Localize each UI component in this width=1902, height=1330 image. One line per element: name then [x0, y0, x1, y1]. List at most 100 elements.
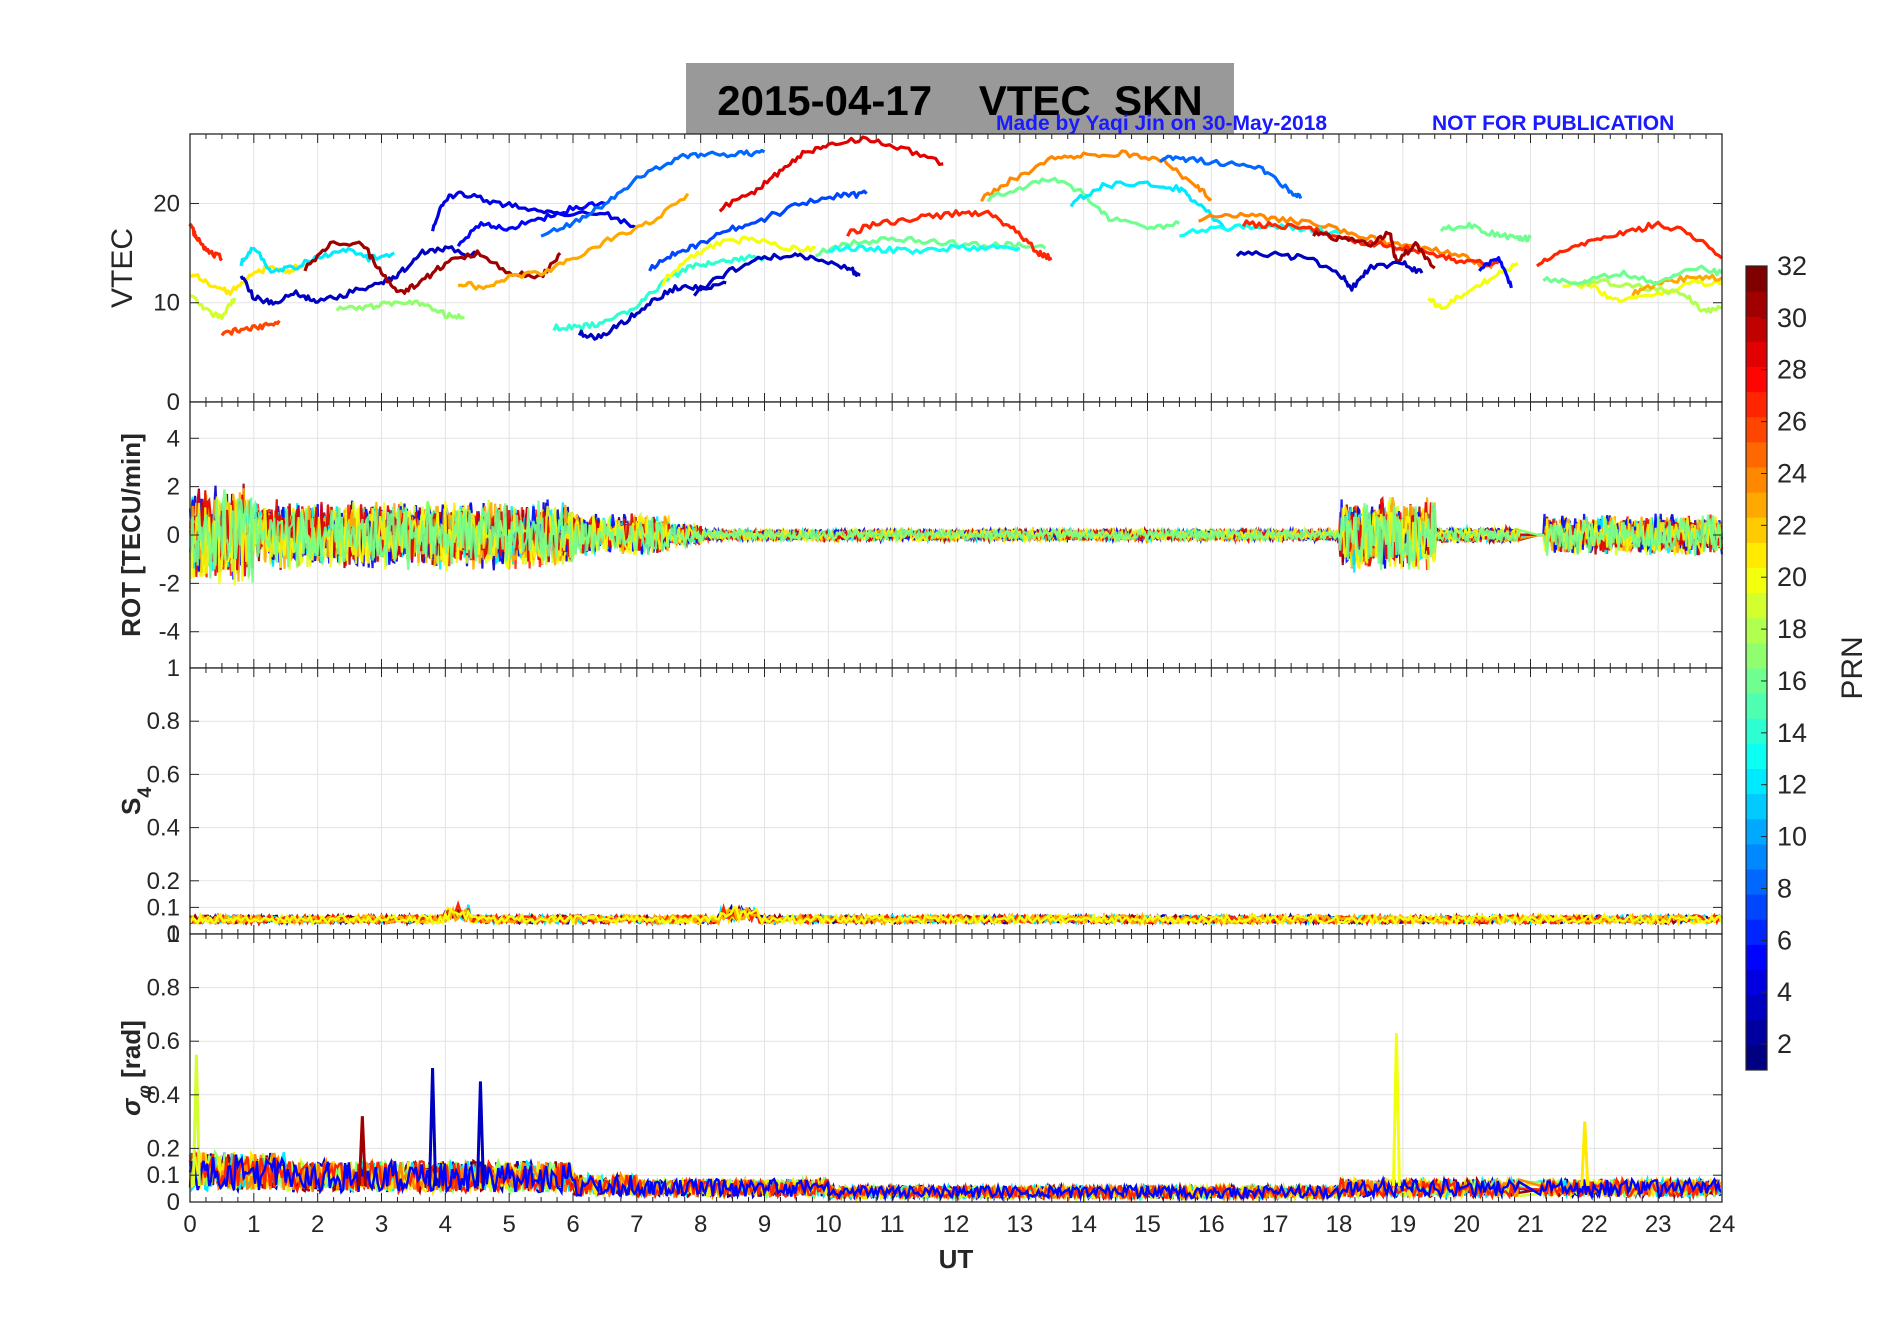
colorbar-tick-label: 28 [1777, 355, 1807, 385]
colorbar-bin [1746, 517, 1767, 543]
vtec-series-prn-23 [1631, 273, 1723, 297]
panel-s4: 00.10.2 0.4 0.6 0.8 1 S4 [116, 655, 1724, 948]
y-tick-label: 10 [153, 290, 180, 317]
y-tick-label: -2 [159, 570, 180, 597]
colorbar-tick-label: 14 [1777, 718, 1807, 748]
y-tick-label: 0.2 [147, 868, 180, 895]
x-tick-label: 23 [1645, 1211, 1672, 1238]
x-tick-label: 22 [1581, 1211, 1608, 1238]
colorbar-bin [1746, 366, 1767, 393]
colorbar-bin [1746, 291, 1767, 317]
x-tick-label: 13 [1006, 1211, 1033, 1238]
sigphi-spike-prn-31 [357, 1116, 367, 1186]
vtec-series-prn-23 [457, 192, 690, 291]
x-axis-title: UT [939, 1244, 974, 1274]
sigphi-spike-prn-21 [1580, 1121, 1590, 1186]
x-tick-label: 17 [1262, 1211, 1289, 1238]
x-tick-label: 8 [694, 1211, 707, 1238]
x-tick-label: 9 [758, 1211, 771, 1238]
vtec-series-prn-8 [540, 148, 766, 238]
y-tick-label: 2 [167, 474, 180, 501]
vtec-series-prn-16 [1542, 264, 1724, 286]
colorbar-tick-label: 24 [1777, 458, 1807, 488]
sigphi-spike-prn-3 [475, 1081, 485, 1186]
s4-series-prn-20 [188, 905, 1724, 927]
y-tick-label: 0.8 [147, 708, 180, 735]
x-tick-label: 5 [502, 1211, 515, 1238]
chart-title: 2015-04-17 VTEC SKN [717, 77, 1203, 124]
y-tick-label: 0 [167, 921, 180, 948]
rot-series-prn-16 [188, 489, 1724, 583]
y-tick-label: 0.6 [147, 761, 180, 788]
panel-rot: -4 -2 0 2 4 ROT [TECU/min] [116, 401, 1724, 669]
colorbar-tick-label: 30 [1777, 303, 1807, 333]
sigphi-spike-prn-20 [1391, 1033, 1401, 1186]
vtec-series-prn-3 [1235, 250, 1424, 292]
title-box: 2015-04-17 VTEC SKN [686, 63, 1234, 134]
y-tick-label: 4 [167, 425, 180, 452]
colorbar-bin [1746, 316, 1767, 342]
sigphi-series-prn-5 [188, 1154, 1722, 1203]
vtec-series-prn-19 [189, 294, 237, 320]
x-tick-label: 18 [1326, 1211, 1353, 1238]
colorbar-tick-label: 12 [1777, 770, 1807, 800]
x-tick-label: 20 [1453, 1211, 1480, 1238]
colorbar-tick-label: 6 [1777, 925, 1792, 955]
colorbar-tick-label: 20 [1777, 562, 1807, 592]
vtec-series-prn-16 [1439, 221, 1532, 243]
colorbar-bin [1746, 894, 1767, 920]
y-tick-label: 1 [167, 655, 180, 682]
colorbar-bin [1746, 391, 1767, 418]
y-axis-title-s4: S4 [116, 787, 156, 815]
colorbar-tick-label: 10 [1777, 822, 1807, 852]
colorbar-bin [1746, 869, 1767, 895]
colorbar-tick-label: 26 [1777, 407, 1807, 437]
y-tick-label: 0 [167, 522, 180, 549]
vtec-series-prn-27 [188, 223, 224, 261]
colorbar-bin [1746, 567, 1767, 594]
colorbar-bin [1746, 416, 1767, 443]
vtec-series-prn-3 [239, 245, 479, 306]
y-tick-label: 1 [167, 921, 180, 948]
colorbar-tick-label: 32 [1777, 251, 1807, 281]
x-tick-label: 10 [815, 1211, 842, 1238]
colorbar-bin [1746, 492, 1767, 518]
colorbar-bin [1746, 341, 1767, 367]
y-tick-label: 0.1 [147, 1162, 180, 1189]
x-tick-label: 24 [1709, 1211, 1736, 1238]
vtec-series-prn-4 [431, 190, 638, 232]
vtec-series-prn-31 [1312, 230, 1436, 270]
y-tick-label: 0.1 [147, 894, 180, 921]
colorbar-tick-label: 4 [1777, 977, 1792, 1007]
x-tick-label: 14 [1070, 1211, 1097, 1238]
vtec-series-prn-24 [1198, 211, 1494, 270]
colorbar-bin [1746, 919, 1767, 945]
vtec-series-prn-5 [456, 201, 606, 247]
colorbar-bin [1746, 542, 1767, 568]
colorbar-bin [1746, 793, 1767, 820]
vtec-series-prn-27 [846, 209, 1053, 261]
vtec-series-prn-12 [1069, 180, 1226, 230]
colorbar-bin [1746, 266, 1767, 292]
vtec-series-prn-7 [648, 189, 868, 272]
x-tick-label: 4 [439, 1211, 452, 1238]
x-tick-label: 15 [1134, 1211, 1161, 1238]
colorbar-bin [1746, 668, 1767, 694]
y-tick-label: 0.8 [147, 975, 180, 1002]
colorbar-tick-label: 22 [1777, 510, 1807, 540]
colorbar-label: PRN [1836, 636, 1869, 699]
vtec-series-prn-27 [1536, 220, 1724, 268]
colorbar-tick-label: 18 [1777, 614, 1807, 644]
vtec-series-prn-29 [718, 135, 944, 213]
x-tick-label: 12 [943, 1211, 970, 1238]
x-tick-label: 1 [247, 1211, 260, 1238]
colorbar-tick-label: 2 [1777, 1029, 1792, 1059]
vtec-series-prn-16 [986, 176, 1181, 231]
vtec-series-prn-16 [814, 235, 1047, 258]
y-tick-label: 0.6 [147, 1028, 180, 1055]
vtec-series-prn-17 [335, 299, 465, 320]
vtec-series-prn-18 [1580, 278, 1723, 314]
y-tick-label: 0.4 [147, 815, 180, 842]
